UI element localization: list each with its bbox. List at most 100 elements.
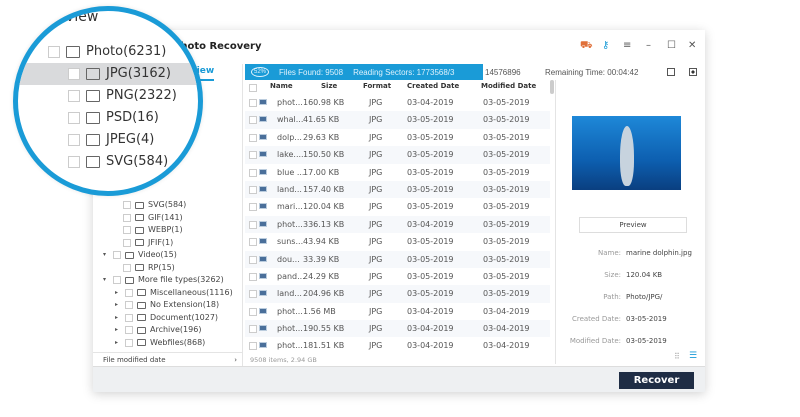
table-row[interactable]: phot... 160.98 KB JPG 03-04-2019 03-05-2019 xyxy=(245,94,550,111)
expand-arrow-icon[interactable]: ▾ xyxy=(103,276,107,283)
magnified-tree-item[interactable]: JPEG(4) xyxy=(68,132,154,147)
magnified-tree-item[interactable]: PSD(16) xyxy=(68,110,159,125)
tree-item[interactable]: WEBP(1) xyxy=(123,225,183,235)
tree-item[interactable]: ▸ Webfiles(868) xyxy=(115,338,205,348)
grid-view-icon[interactable]: ⠿ xyxy=(674,352,680,361)
table-row[interactable]: mari... 120.04 KB JPG 03-05-2019 03-05-2019 xyxy=(245,198,550,215)
magnified-tree-item[interactable]: SVG(584) xyxy=(68,154,168,169)
row-checkbox[interactable] xyxy=(249,99,257,107)
row-checkbox[interactable] xyxy=(249,325,257,334)
row-checkbox[interactable] xyxy=(249,203,257,212)
list-view-icon[interactable]: ☰ xyxy=(689,351,698,361)
tree-item[interactable]: ▸ No Extension(18) xyxy=(115,300,219,310)
magnified-tree-item[interactable]: Photo(6231) xyxy=(48,44,166,59)
expand-arrow-icon[interactable]: ▸ xyxy=(115,313,119,321)
select-all-checkbox[interactable] xyxy=(249,84,257,92)
col-name[interactable]: Name xyxy=(270,82,293,90)
checkbox[interactable] xyxy=(125,288,133,297)
table-row[interactable]: suns... 43.94 KB JPG 03-05-2019 03-05-2019 xyxy=(245,233,550,250)
checkbox[interactable] xyxy=(113,276,121,284)
row-checkbox[interactable] xyxy=(249,185,257,194)
tree-item[interactable]: SVG(584) xyxy=(123,200,186,210)
row-checkbox[interactable] xyxy=(249,290,257,299)
checkbox[interactable] xyxy=(123,226,131,234)
stop-button[interactable] xyxy=(689,68,697,76)
pause-button[interactable] xyxy=(667,68,675,76)
tree-item[interactable]: ▸ Archive(196) xyxy=(115,325,201,335)
key-icon[interactable]: ⚷ xyxy=(602,40,610,51)
row-checkbox[interactable] xyxy=(249,133,257,142)
checkbox[interactable] xyxy=(125,301,133,309)
filter-file-modified-date[interactable]: File modified date › xyxy=(93,352,243,366)
checkbox[interactable] xyxy=(68,89,80,102)
row-checkbox[interactable] xyxy=(249,168,257,177)
magnified-tree-item[interactable]: JPG(3162) xyxy=(68,66,171,81)
tree-item[interactable]: ▾ Video(15) xyxy=(103,250,177,260)
maximize-icon[interactable]: ☐ xyxy=(667,40,676,51)
checkbox[interactable] xyxy=(125,326,133,334)
row-checkbox[interactable] xyxy=(249,255,257,264)
checkbox[interactable] xyxy=(68,67,80,80)
row-checkbox[interactable] xyxy=(249,116,257,125)
expand-arrow-icon[interactable]: ▾ xyxy=(103,251,107,258)
expand-arrow-icon[interactable]: ▸ xyxy=(115,301,119,308)
table-scrollbar[interactable] xyxy=(550,80,554,94)
checkbox[interactable] xyxy=(68,111,80,124)
cell: 33.39 KB xyxy=(303,254,340,264)
magnified-tree-item[interactable]: PNG(2322) xyxy=(68,88,177,103)
expand-arrow-icon[interactable]: ▸ xyxy=(115,288,119,296)
table-row[interactable]: phot... 336.13 KB JPG 03-04-2019 03-05-2019 xyxy=(245,215,550,234)
recover-button[interactable]: Recover xyxy=(619,372,694,389)
image-file-icon xyxy=(259,168,267,175)
row-checkbox[interactable] xyxy=(249,342,257,351)
cell: 03-04-2019 xyxy=(407,98,454,107)
table-row[interactable]: dou... 33.39 KB JPG 03-05-2019 03-05-2019 xyxy=(245,250,550,268)
checkbox[interactable] xyxy=(48,45,60,58)
table-row[interactable]: lake.... 150.50 KB JPG 03-05-2019 03-05-2019 xyxy=(245,146,550,164)
col-created[interactable]: Created Date xyxy=(407,82,460,90)
close-icon[interactable]: ✕ xyxy=(688,40,697,51)
row-checkbox[interactable] xyxy=(249,151,257,160)
checkbox[interactable] xyxy=(125,313,133,322)
checkbox[interactable] xyxy=(113,251,121,259)
image-file-icon xyxy=(259,272,267,279)
checkbox[interactable] xyxy=(123,238,131,247)
tree-item[interactable]: ▸ Miscellaneous(1116) xyxy=(115,288,233,298)
folder-icon xyxy=(135,264,144,271)
cell: 03-04-2019 xyxy=(483,341,530,351)
tree-item[interactable]: JFIF(1) xyxy=(123,238,173,248)
checkbox[interactable] xyxy=(68,155,80,168)
col-modified[interactable]: Modified Date xyxy=(481,82,537,90)
table-row[interactable]: land... 157.40 KB JPG 03-05-2019 03-05-2019 xyxy=(245,180,550,199)
tree-item[interactable]: ▾ More file types(3262) xyxy=(103,275,224,285)
row-checkbox[interactable] xyxy=(249,220,257,229)
checkbox[interactable] xyxy=(123,263,131,272)
checkbox[interactable] xyxy=(123,213,131,222)
minimize-icon[interactable]: – xyxy=(646,40,651,51)
row-checkbox[interactable] xyxy=(249,272,257,281)
table-row[interactable]: phot... 181.51 KB JPG 03-04-2019 03-04-2019 xyxy=(245,337,550,354)
table-row[interactable]: blue ... 17.00 KB JPG 03-05-2019 03-05-2019 xyxy=(245,164,550,181)
checkbox[interactable] xyxy=(125,338,133,347)
folder-icon xyxy=(125,276,134,284)
table-row[interactable]: land... 204.96 KB JPG 03-05-2019 03-05-2019 xyxy=(245,285,550,303)
table-row[interactable]: pand... 24.29 KB JPG 03-05-2019 03-05-2019 xyxy=(245,268,550,285)
checkbox[interactable] xyxy=(68,133,80,146)
col-size[interactable]: Size xyxy=(321,82,338,90)
row-checkbox[interactable] xyxy=(249,307,257,316)
tree-item[interactable]: GIF(141) xyxy=(123,213,183,223)
menu-icon[interactable]: ≡ xyxy=(623,40,632,51)
tree-item[interactable]: RP(15) xyxy=(123,263,175,273)
tree-item[interactable]: ▸ Document(1027) xyxy=(115,313,218,323)
table-row[interactable]: whal... 41.65 KB JPG 03-05-2019 03-05-2019 xyxy=(245,111,550,129)
table-row[interactable]: dolp... 29.63 KB JPG 03-05-2019 03-05-2019 xyxy=(245,129,550,146)
row-checkbox[interactable] xyxy=(249,238,257,247)
col-format[interactable]: Format xyxy=(363,82,392,90)
table-row[interactable]: phot... 1.56 MB JPG 03-04-2019 03-04-2019 xyxy=(245,303,550,320)
checkbox[interactable] xyxy=(123,201,131,209)
expand-arrow-icon[interactable]: ▸ xyxy=(115,338,119,346)
cart-icon[interactable]: ⛟ xyxy=(580,40,593,51)
expand-arrow-icon[interactable]: ▸ xyxy=(115,326,119,333)
table-row[interactable]: phot... 190.55 KB JPG 03-04-2019 03-04-2019 xyxy=(245,320,550,338)
preview-button[interactable]: Preview xyxy=(579,217,687,233)
